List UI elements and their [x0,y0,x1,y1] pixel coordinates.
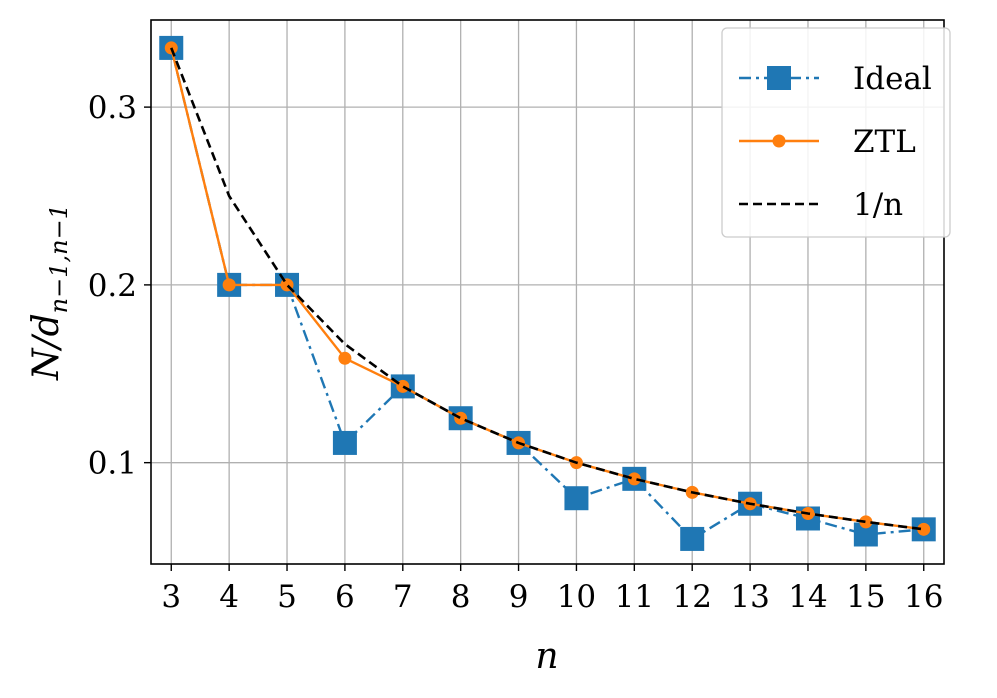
data-point-ztl [222,278,236,292]
axis-ticks: 3 4 5 6 7 8 9 10 11 12 13 14 15 16 0.1 0.2 0.3 [88,90,944,615]
legend-label: 1/n [853,187,903,223]
x-tick-label: 4 [219,579,239,615]
legend-item-one-over-n: 1/n [739,187,903,223]
legend-label: ZTL [853,124,916,160]
legend-item-ztl: ZTL [739,124,916,160]
legend-swatch-marker [772,134,786,148]
plot-frame [150,19,945,565]
data-point-ztl [917,522,931,536]
x-tick-label: 6 [335,579,355,615]
x-tick-label: 11 [615,579,654,615]
y-tick-label: 0.2 [88,268,137,304]
data-point-ideal [332,430,357,455]
series-group [159,35,936,551]
x-tick-label: 13 [730,579,769,615]
x-tick-label: 3 [161,579,181,615]
x-tick-label: 15 [846,579,885,615]
y-axis-label: N/dn−1,n−1 [26,204,73,381]
y-axis-label-main: N/d [26,313,67,381]
x-tick-label: 10 [557,579,596,615]
series-one-over-n [170,47,924,531]
x-axis-label: n [535,636,558,677]
x-tick-label: 5 [277,579,297,615]
x-tick-label: 12 [672,579,711,615]
y-tick-label: 0.3 [88,90,137,126]
data-point-ztl [338,351,352,365]
series-line-ideal [170,47,924,541]
x-tick-label: 9 [509,579,529,615]
legend: Ideal ZTL 1/n [721,27,951,238]
data-point-ideal [564,486,589,511]
x-tick-label: 14 [788,579,827,615]
x-tick-label: 16 [904,579,943,615]
legend-label: Ideal [853,61,932,97]
data-point-ideal [680,526,705,551]
series-line-one-over-n [170,47,924,531]
data-point-ztl [454,411,468,425]
x-tick-label: 7 [393,579,413,615]
data-point-ztl [627,472,641,486]
legend-swatch-marker [767,66,791,90]
y-axis-label-subscript: n−1,n−1 [45,204,73,313]
x-tick-label: 8 [451,579,471,615]
data-point-ztl [859,515,873,529]
y-tick-label: 0.1 [88,446,137,482]
legend-item-ideal: Ideal [739,61,932,97]
